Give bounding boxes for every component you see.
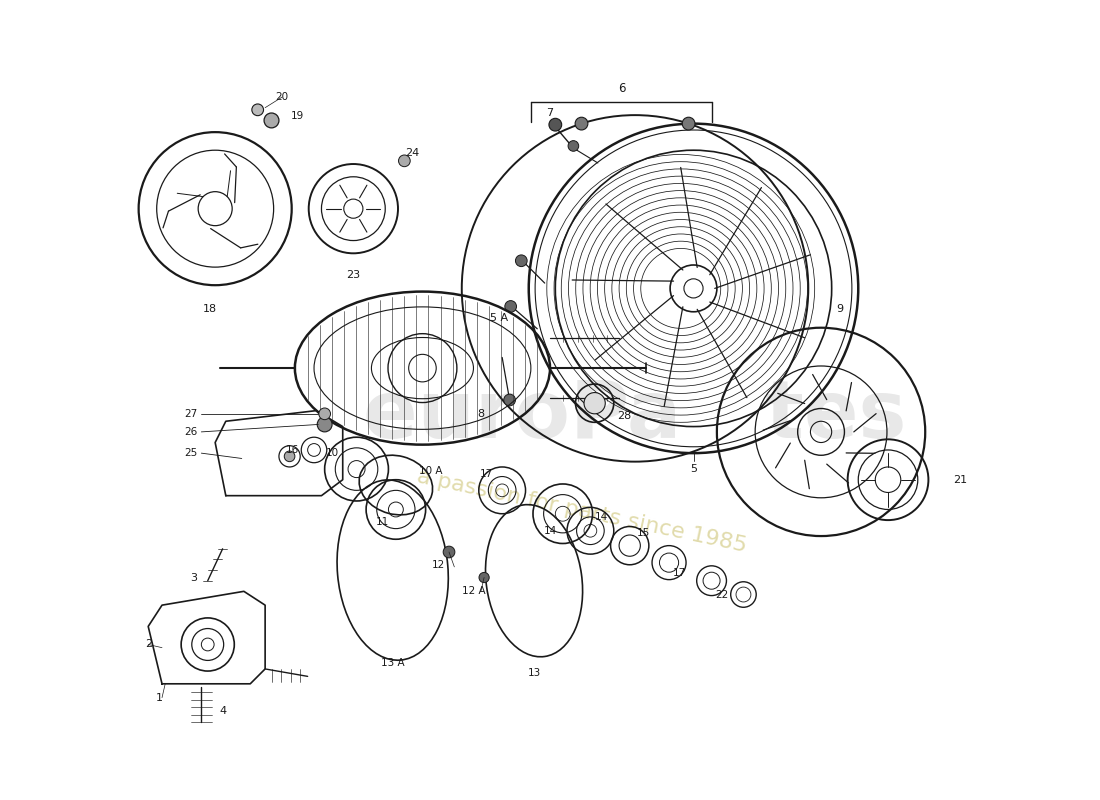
Text: 13: 13 [527, 668, 541, 678]
Text: 12 A: 12 A [462, 586, 485, 596]
Text: 26: 26 [184, 427, 197, 437]
Circle shape [504, 394, 516, 406]
Text: a passion for parts since 1985: a passion for parts since 1985 [415, 467, 749, 557]
Text: 21: 21 [954, 474, 967, 485]
Text: 10 A: 10 A [419, 466, 442, 476]
Text: 24: 24 [405, 148, 419, 158]
Text: 25: 25 [184, 448, 197, 458]
Text: 10: 10 [326, 448, 339, 458]
Circle shape [505, 301, 517, 312]
Text: 17: 17 [673, 568, 686, 578]
Circle shape [317, 417, 332, 432]
Circle shape [252, 104, 264, 116]
Text: 11: 11 [375, 518, 388, 527]
Text: 16: 16 [286, 445, 299, 455]
Circle shape [319, 408, 330, 420]
Circle shape [549, 118, 562, 131]
Text: 6: 6 [618, 82, 626, 95]
Text: 9: 9 [837, 303, 844, 314]
Text: 7: 7 [547, 108, 553, 118]
Text: 13 A: 13 A [381, 658, 405, 667]
Text: 12: 12 [432, 560, 446, 570]
Text: 18: 18 [202, 303, 217, 314]
Text: 8: 8 [477, 409, 484, 419]
Text: euroPa   tes: euroPa tes [363, 377, 906, 455]
Text: 1: 1 [155, 693, 163, 702]
Text: 22: 22 [716, 590, 729, 599]
Circle shape [575, 118, 587, 130]
Text: 14: 14 [543, 526, 557, 536]
Circle shape [516, 255, 527, 266]
Text: 23: 23 [346, 270, 361, 279]
Circle shape [443, 546, 455, 558]
Text: 27: 27 [184, 409, 197, 419]
Text: 3: 3 [190, 573, 197, 582]
Circle shape [478, 573, 490, 582]
Text: 5: 5 [690, 464, 697, 474]
Text: 2: 2 [144, 639, 152, 650]
Circle shape [264, 113, 279, 128]
Text: 4: 4 [219, 706, 227, 717]
Text: 15: 15 [637, 528, 650, 538]
Circle shape [568, 141, 579, 151]
Text: 17: 17 [480, 470, 493, 479]
Circle shape [398, 155, 410, 166]
Circle shape [284, 451, 295, 462]
Text: 19: 19 [290, 111, 304, 121]
Text: 20: 20 [276, 92, 288, 102]
Circle shape [682, 118, 695, 130]
Text: 5 A: 5 A [490, 313, 508, 323]
Circle shape [584, 393, 605, 414]
Text: 14: 14 [594, 512, 607, 522]
Text: 28: 28 [617, 411, 631, 421]
